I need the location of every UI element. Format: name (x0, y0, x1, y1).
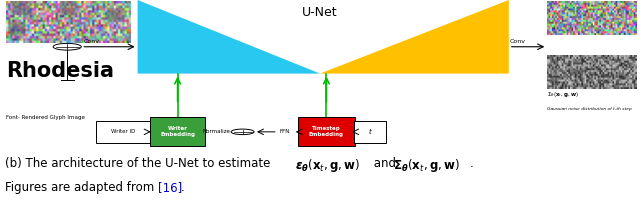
Text: Gaussian noise distribution of t-th step: Gaussian noise distribution of t-th step (547, 107, 632, 111)
Text: [16]: [16] (158, 181, 182, 194)
FancyBboxPatch shape (96, 121, 150, 143)
FancyBboxPatch shape (354, 121, 386, 143)
Text: t: t (369, 129, 371, 135)
Text: and: and (370, 157, 400, 170)
Text: $\boldsymbol{\epsilon}_{\boldsymbol{\theta}}(\mathbf{x}_t,\mathbf{g},\mathbf{w}): $\boldsymbol{\epsilon}_{\boldsymbol{\the… (295, 157, 360, 174)
Circle shape (231, 129, 254, 135)
Circle shape (53, 43, 81, 50)
Text: Rhodesia: Rhodesia (6, 61, 115, 81)
FancyBboxPatch shape (298, 117, 355, 147)
Text: $\Sigma_\theta(\mathbf{x}_t, \mathbf{g}, \mathbf{w})$: $\Sigma_\theta(\mathbf{x}_t, \mathbf{g},… (547, 90, 579, 99)
Text: .: . (470, 157, 474, 170)
Text: (b) The architecture of the U-Net to estimate: (b) The architecture of the U-Net to est… (5, 157, 274, 170)
Text: .: . (181, 181, 185, 194)
Text: Writer
Embedding: Writer Embedding (160, 126, 195, 137)
Text: FFN: FFN (280, 129, 290, 134)
Text: Normalize: Normalize (203, 129, 231, 134)
Polygon shape (320, 0, 509, 74)
FancyBboxPatch shape (150, 117, 205, 147)
Text: Timestep
Embedding: Timestep Embedding (309, 126, 344, 137)
Text: Conv: Conv (510, 39, 526, 44)
Text: Figures are adapted from: Figures are adapted from (5, 181, 158, 194)
Text: Conv: Conv (83, 39, 99, 44)
Text: Writer ID: Writer ID (111, 129, 136, 134)
Polygon shape (138, 0, 320, 74)
Text: $\boldsymbol{\Sigma}_{\boldsymbol{\theta}}(\mathbf{x}_t,\mathbf{g},\mathbf{w})$: $\boldsymbol{\Sigma}_{\boldsymbol{\theta… (393, 157, 460, 174)
Text: Font- Rendered Glyph Image: Font- Rendered Glyph Image (6, 115, 85, 120)
Text: U-Net: U-Net (302, 6, 338, 19)
